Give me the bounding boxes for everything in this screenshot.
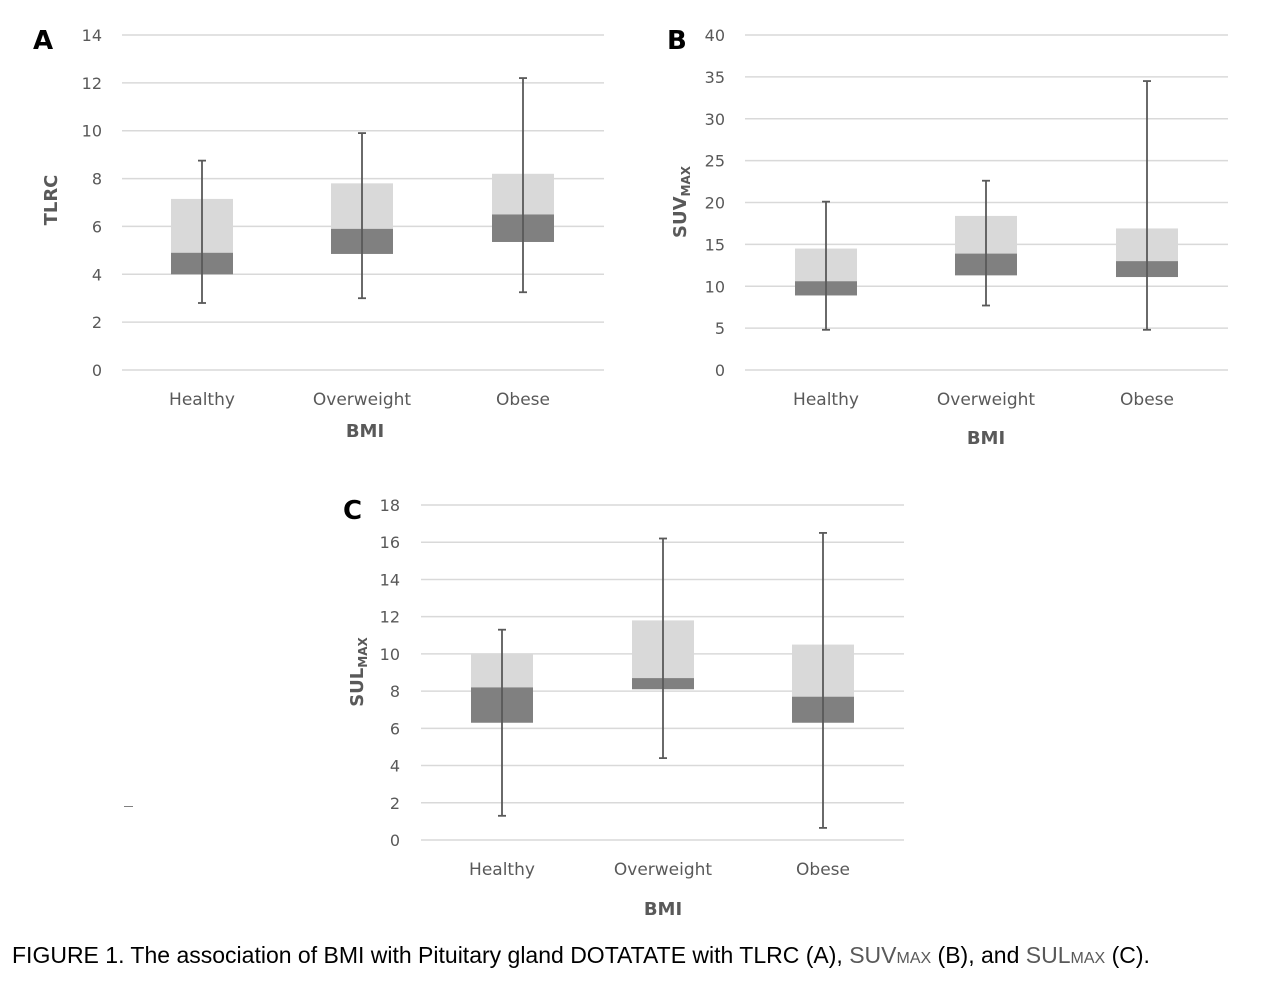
caption-suv-sub: MAX: [896, 950, 932, 967]
y-tick-label: 15: [705, 235, 725, 254]
y-axis-label-subscript: MAX: [356, 636, 370, 667]
y-tick-label: 10: [82, 122, 102, 141]
y-tick-label: 25: [705, 152, 725, 171]
caption-suv: SUVMAX: [849, 942, 931, 968]
figure-caption: FIGURE 1. The association of BMI with Pi…: [12, 942, 1274, 969]
caption-sul-text: SUL: [1025, 942, 1071, 968]
category-label: Obese: [1120, 390, 1174, 410]
x-axis-label: BMI: [644, 899, 682, 920]
caption-part3: (C).: [1105, 942, 1150, 968]
y-tick-label: 12: [380, 608, 400, 627]
caption-part1: FIGURE 1. The association of BMI with Pi…: [12, 942, 850, 968]
y-tick-label: 6: [92, 217, 102, 236]
y-tick-label: 10: [705, 277, 725, 296]
y-axis-label-text: SUL: [347, 668, 368, 707]
y-tick-label: 14: [82, 26, 102, 45]
y-axis-label: SUVMAX: [670, 165, 693, 238]
category-label: Overweight: [614, 860, 713, 880]
y-tick-label: 30: [705, 110, 725, 129]
y-axis-label-text: TLRC: [41, 175, 62, 226]
y-tick-label: 20: [705, 194, 725, 213]
caption-part2: (B), and: [931, 942, 1026, 968]
x-axis-label: BMI: [967, 428, 1005, 449]
panel-letter: A: [33, 26, 53, 56]
y-tick-label: 8: [390, 682, 400, 701]
y-tick-label: 0: [92, 361, 102, 380]
category-label: Healthy: [793, 390, 859, 410]
y-tick-label: 35: [705, 68, 725, 87]
y-axis-label: SULMAX: [347, 636, 370, 706]
y-tick-label: 0: [715, 361, 725, 380]
y-tick-label: 14: [380, 570, 400, 589]
caption-sul: SULMAX: [1026, 942, 1105, 968]
y-tick-label: 12: [82, 74, 102, 93]
category-label: Healthy: [169, 390, 235, 410]
panel-letter: B: [667, 26, 687, 56]
y-axis-label: TLRC: [41, 175, 62, 226]
category-label: Obese: [796, 860, 850, 880]
category-label: Healthy: [469, 860, 535, 880]
y-tick-label: 4: [92, 265, 102, 284]
y-tick-label: 18: [380, 496, 400, 515]
y-tick-label: 6: [390, 719, 400, 738]
y-tick-label: 10: [380, 645, 400, 664]
caption-suv-text: SUV: [849, 942, 897, 968]
y-tick-label: 16: [380, 533, 400, 552]
panel-b: 0 5 10 15 20 25 30 35 40 B SUVMAX BMI Healthy Overwei…: [667, 26, 1228, 449]
y-tick-label: 4: [390, 757, 400, 776]
caption-sul-sub: MAX: [1070, 950, 1106, 967]
y-tick-label: 40: [705, 26, 725, 45]
x-axis-label: BMI: [346, 421, 384, 442]
stray-mark: [124, 806, 133, 807]
category-label: Overweight: [313, 390, 412, 410]
panel-letter: C: [343, 496, 362, 526]
category-label: Overweight: [937, 390, 1036, 410]
y-tick-label: 2: [92, 313, 102, 332]
panel-a: 0 2 4 6 8 10 12 14 A TLRC BMI Healthy Overweight Obes…: [33, 26, 604, 442]
panel-c: 0 2 4 6 8 10 12 14 16 18 C SULMAX BMI Healthy Overweig…: [343, 496, 904, 920]
y-tick-label: 5: [715, 319, 725, 338]
y-tick-label: 0: [390, 831, 400, 850]
y-axis-label-subscript: MAX: [679, 165, 693, 196]
category-label: Obese: [496, 390, 550, 410]
y-axis-label-text: SUV: [670, 196, 691, 238]
y-tick-label: 8: [92, 170, 102, 189]
y-tick-label: 2: [390, 794, 400, 813]
